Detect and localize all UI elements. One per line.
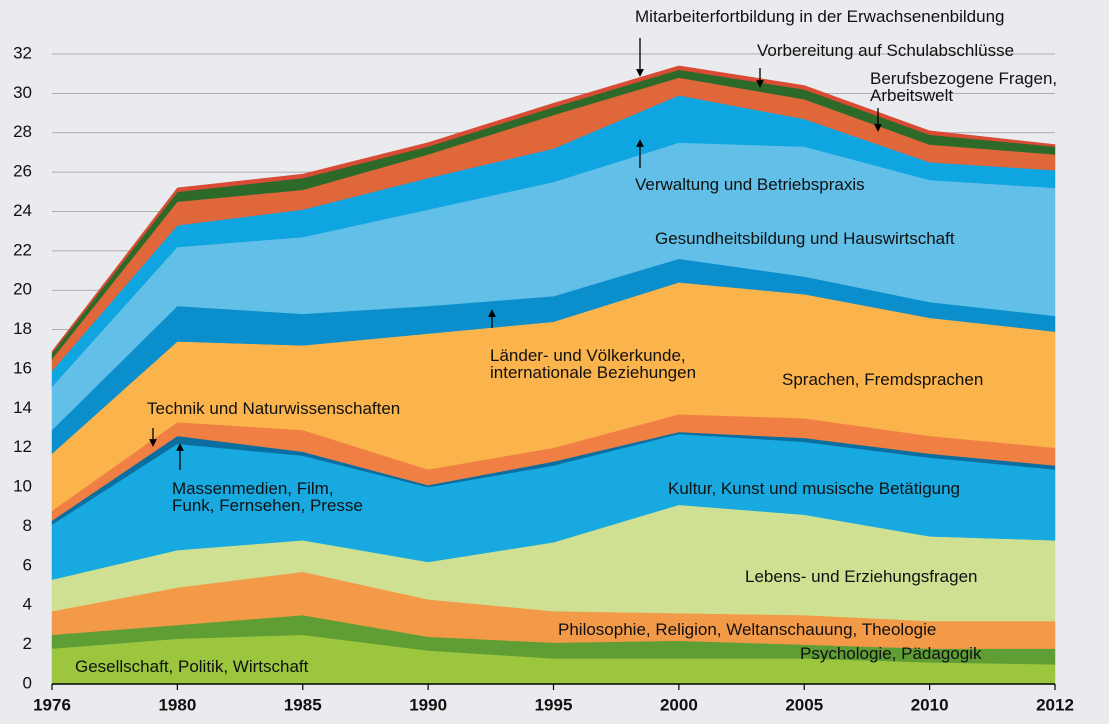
series-label: Kultur, Kunst und musische Betätigung xyxy=(668,479,961,498)
y-tick-label: 10 xyxy=(13,477,32,496)
x-tick-label: 2005 xyxy=(785,695,823,714)
series-label: Massenmedien, Film, Funk, Fernsehen, Pre… xyxy=(172,479,363,515)
x-tick-label: 2000 xyxy=(660,695,698,714)
x-tick-label: 1990 xyxy=(409,695,447,714)
series-label: Vorbereitung auf Schulabschlüsse xyxy=(757,41,1015,60)
y-tick-label: 6 xyxy=(23,555,32,574)
arrows xyxy=(149,38,882,470)
y-tick-label: 28 xyxy=(13,122,32,141)
y-tick-label: 0 xyxy=(23,673,32,692)
y-tick-label: 26 xyxy=(13,162,32,181)
y-tick-label: 22 xyxy=(13,240,32,259)
x-tick-label: 1976 xyxy=(33,695,71,714)
x-tick-label: 1980 xyxy=(158,695,196,714)
x-tick-label: 1985 xyxy=(284,695,322,714)
x-tick-label: 2012 xyxy=(1036,695,1074,714)
y-tick-label: 12 xyxy=(13,437,32,456)
series-label: Sprachen, Fremdsprachen xyxy=(782,370,984,389)
series-label: Verwaltung und Betriebspraxis xyxy=(635,175,865,194)
series-label: Berufsbezogene Fragen, Arbeitswelt xyxy=(870,69,1058,105)
y-tick-label: 4 xyxy=(23,595,32,614)
y-tick-label: 14 xyxy=(13,398,32,417)
y-tick-label: 2 xyxy=(23,634,32,653)
series-label: Philosophie, Religion, Weltanschauung, T… xyxy=(558,620,937,639)
y-tick-label: 32 xyxy=(13,43,32,62)
series-label: Mitarbeiterfortbildung in der Erwachsene… xyxy=(635,7,1005,26)
series-label: Gesellschaft, Politik, Wirtschaft xyxy=(75,657,309,676)
y-tick-label: 30 xyxy=(13,83,32,102)
series-label: Lebens- und Erziehungsfragen xyxy=(745,567,978,586)
y-tick-label: 16 xyxy=(13,358,32,377)
series-label: Gesundheitsbildung und Hauswirtschaft xyxy=(655,229,955,248)
series-label: Technik und Naturwissenschaften xyxy=(147,399,401,418)
series-label: Länder- und Völkerkunde, internationale … xyxy=(490,346,697,382)
y-tick-label: 20 xyxy=(13,280,32,299)
x-tick-label: 1995 xyxy=(535,695,573,714)
series-label: Psychologie, Pädagogik xyxy=(800,644,982,663)
x-tick-label: 2010 xyxy=(911,695,949,714)
y-tick-label: 24 xyxy=(13,201,32,220)
y-tick-label: 8 xyxy=(23,516,32,535)
area xyxy=(51,65,1056,354)
y-tick-label: 18 xyxy=(13,319,32,338)
